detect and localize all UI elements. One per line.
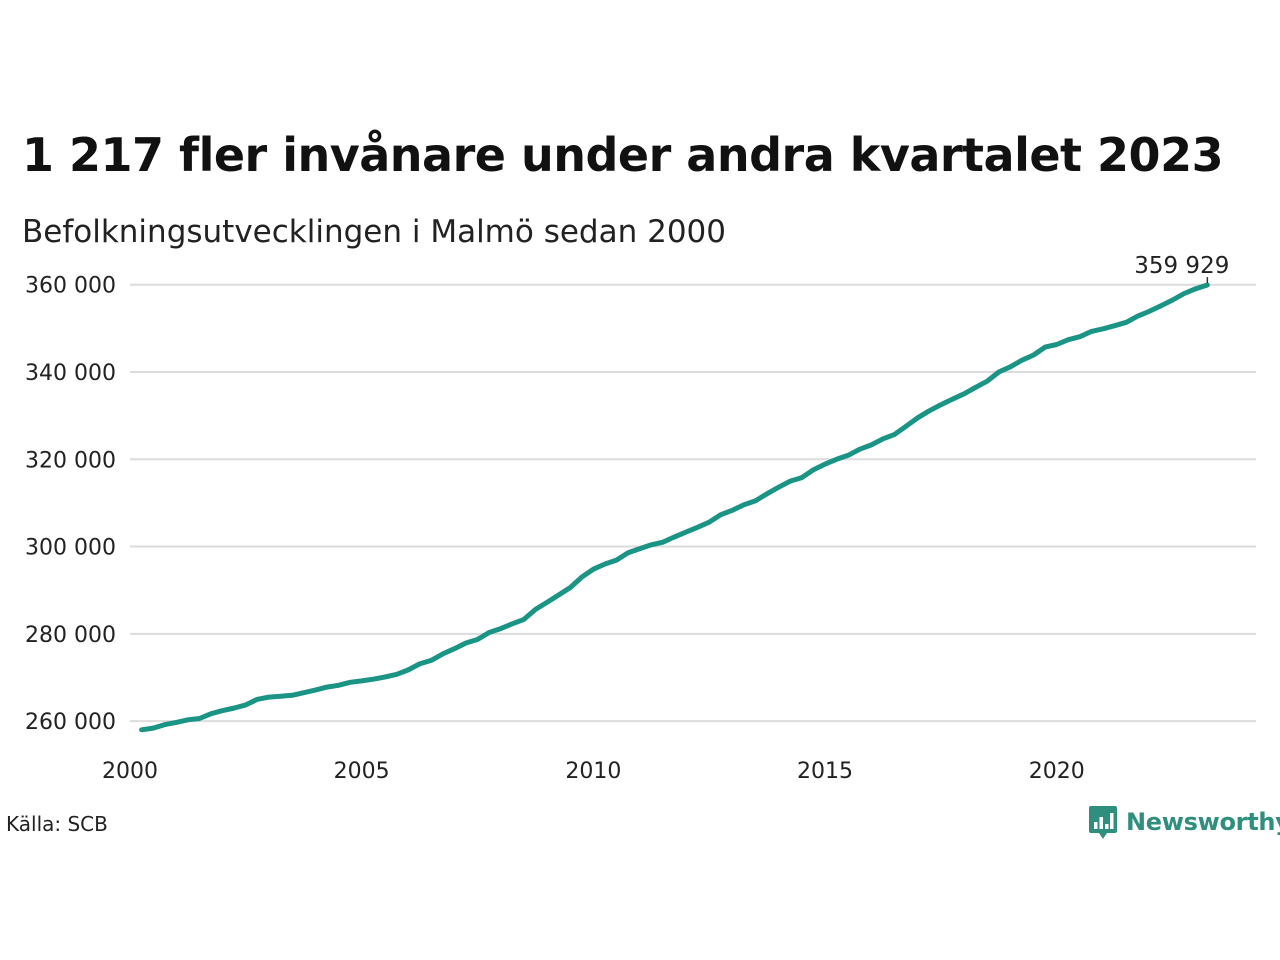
- x-tick-label: 2005: [334, 759, 390, 784]
- x-tick-label: 2000: [102, 759, 158, 784]
- y-tick-label: 300 000: [25, 536, 116, 561]
- brand-logo[interactable]: Newsworthy: [1088, 804, 1280, 840]
- end-value-label: 359 929: [1134, 253, 1229, 279]
- newsworthy-logo-icon: [1089, 806, 1117, 839]
- brand-name: Newsworthy: [1126, 808, 1280, 836]
- population-series-line: [139, 282, 1210, 733]
- x-tick-label: 2010: [565, 759, 621, 784]
- x-axis-ticks: 2000 2005 2010 2015 2020: [102, 759, 1085, 784]
- source-note: Källa: SCB: [6, 812, 108, 836]
- chart-title: 1 217 fler invånare under andra kvartale…: [22, 128, 1224, 182]
- y-tick-label: 340 000: [25, 361, 116, 386]
- series-layer: [139, 282, 1210, 733]
- y-tick-label: 360 000: [25, 274, 116, 299]
- y-gridlines: [130, 283, 1256, 723]
- annotation-layer: 359 929: [1134, 253, 1229, 284]
- y-tick-label: 280 000: [25, 623, 116, 648]
- y-axis-ticks: 260 000 280 000 300 000 320 000 340 000 360 0…: [25, 274, 116, 735]
- y-tick-label: 320 000: [25, 448, 116, 473]
- chart-subtitle: Befolkningsutvecklingen i Malmö sedan 20…: [22, 214, 726, 250]
- y-tick-label: 260 000: [25, 710, 116, 735]
- x-tick-label: 2015: [797, 759, 853, 784]
- x-tick-label: 2020: [1029, 759, 1085, 784]
